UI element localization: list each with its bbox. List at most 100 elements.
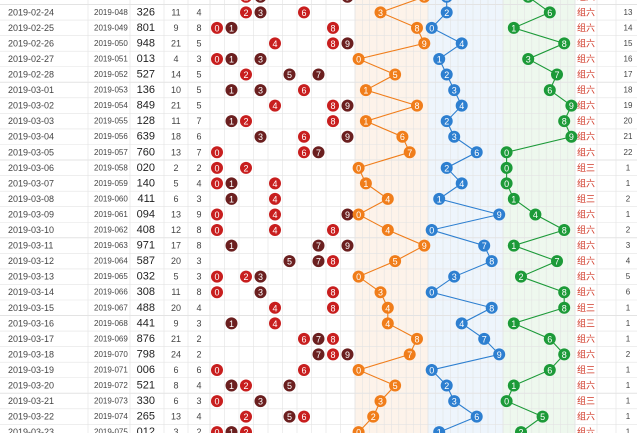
row-date: 2019-03-16 (8, 318, 54, 328)
hundreds-ball (352, 161, 365, 174)
row-sum: 6 (173, 194, 178, 204)
units-ball-label: 6 (547, 8, 552, 18)
units-ball-label: 2 (518, 272, 523, 282)
tens-ball-label: 3 (452, 132, 457, 142)
row-date: 2019-03-08 (8, 194, 54, 204)
row-issue: 2019-064 (94, 257, 128, 266)
row-number: 876 (137, 333, 155, 345)
distribution-ball-label: 8 (330, 303, 335, 313)
row-issue: 2019-049 (94, 23, 128, 32)
row-date: 2019-03-02 (8, 101, 54, 111)
row-issue: 2019-070 (94, 350, 128, 359)
units-ball (558, 348, 571, 361)
row-tail: 14 (624, 23, 633, 32)
row-kind: 组六 (577, 53, 595, 64)
distribution-ball (211, 363, 223, 376)
row-tail: 1 (626, 428, 631, 433)
distribution-ball-label: 2 (243, 163, 248, 173)
distribution-ball-label: 5 (287, 381, 292, 391)
distribution-ball-label: 2 (243, 381, 248, 391)
row-sum: 24 (171, 349, 181, 359)
row-issue: 2019-050 (94, 39, 128, 48)
row-number: 971 (137, 240, 155, 252)
distribution-ball-label: 3 (258, 132, 263, 142)
row-number: 140 (137, 177, 155, 189)
units-ball-label: 9 (569, 132, 574, 142)
row-date: 2019-03-11 (8, 241, 53, 251)
distribution-ball (225, 52, 238, 65)
distribution-ball-label: 1 (229, 179, 234, 189)
tens-ball-label: 4 (459, 319, 464, 329)
distribution-ball (341, 208, 354, 221)
row-tail: 1 (626, 381, 631, 390)
distribution-ball (327, 286, 339, 299)
distribution-ball-label: 3 (258, 272, 263, 282)
units-ball-label: 0 (504, 179, 509, 189)
row-span: 4 (196, 178, 201, 188)
units-ball (558, 286, 571, 299)
row-kind: 组三 (577, 395, 595, 406)
units-ball (551, 255, 563, 268)
hundreds-ball-label: 0 (356, 365, 361, 375)
distribution-ball (225, 115, 238, 128)
distribution-ball-label: 0 (214, 272, 219, 282)
row-issue: 2019-047 (94, 0, 128, 1)
row-number: 801 (137, 22, 155, 34)
units-ball (515, 426, 527, 433)
units-ball-label: 4 (533, 210, 538, 220)
distribution-ball-label: 4 (272, 179, 277, 189)
hundreds-ball-label: 3 (378, 397, 383, 407)
row-date: 2019-03-09 (8, 209, 54, 219)
tens-ball (478, 332, 491, 345)
hundreds-ball-label: 0 (356, 210, 361, 220)
distribution-ball-label: 0 (214, 288, 219, 298)
tens-ball-label: 4 (459, 179, 464, 189)
row-date: 2019-03-18 (8, 349, 54, 359)
row-kind: 组六 (577, 115, 595, 126)
row-date: 2019-03-22 (8, 412, 54, 422)
row-issue: 2019-069 (94, 334, 128, 343)
distribution-ball (327, 224, 339, 237)
hundreds-ball-label: 2 (371, 412, 376, 422)
units-ball-label: 8 (562, 288, 567, 298)
tens-ball-label: 9 (497, 210, 502, 220)
units-ball-label: 8 (562, 350, 567, 360)
distribution-ball-label: 8 (330, 23, 335, 33)
row-span: 2 (196, 163, 201, 173)
distribution-ball (254, 130, 267, 143)
distribution-ball-label: 7 (316, 257, 321, 267)
distribution-ball-label: 7 (316, 334, 321, 344)
row-number: 521 (137, 380, 155, 392)
hundreds-ball (419, 0, 430, 3)
distribution-ball (312, 239, 325, 252)
hundreds-ball (374, 395, 387, 408)
row-issue: 2019-054 (94, 101, 128, 110)
row-date: 2019-03-05 (8, 147, 54, 157)
distribution-ball-label: 6 (301, 148, 306, 158)
row-span: 2 (196, 427, 201, 433)
tens-ball (440, 6, 453, 19)
row-tail: 17 (624, 70, 633, 79)
row-tail: 1 (626, 319, 631, 328)
units-ball (529, 208, 542, 221)
row-issue: 2019-067 (94, 303, 128, 312)
row-number: 330 (137, 395, 155, 407)
row-date: 2019-03-19 (8, 365, 54, 375)
hundreds-ball (359, 177, 372, 190)
distribution-ball-label: 3 (258, 288, 263, 298)
distribution-ball-label: 2 (243, 272, 248, 282)
row-span: 6 (196, 132, 201, 142)
row-date: 2019-03-01 (8, 85, 54, 95)
hundreds-ball (374, 6, 387, 19)
row-span: 4 (196, 303, 201, 313)
tens-ball (433, 426, 446, 433)
row-kind: 组三 (577, 193, 595, 204)
hundreds-ball-label: 3 (378, 8, 383, 18)
row-kind: 组六 (577, 224, 595, 235)
units-ball (507, 21, 520, 34)
row-issue: 2019-073 (94, 397, 128, 406)
distribution-ball (312, 146, 325, 159)
distribution-ball (341, 239, 354, 252)
row-tail: 22 (624, 148, 633, 157)
tens-ball-label: 3 (452, 86, 457, 96)
